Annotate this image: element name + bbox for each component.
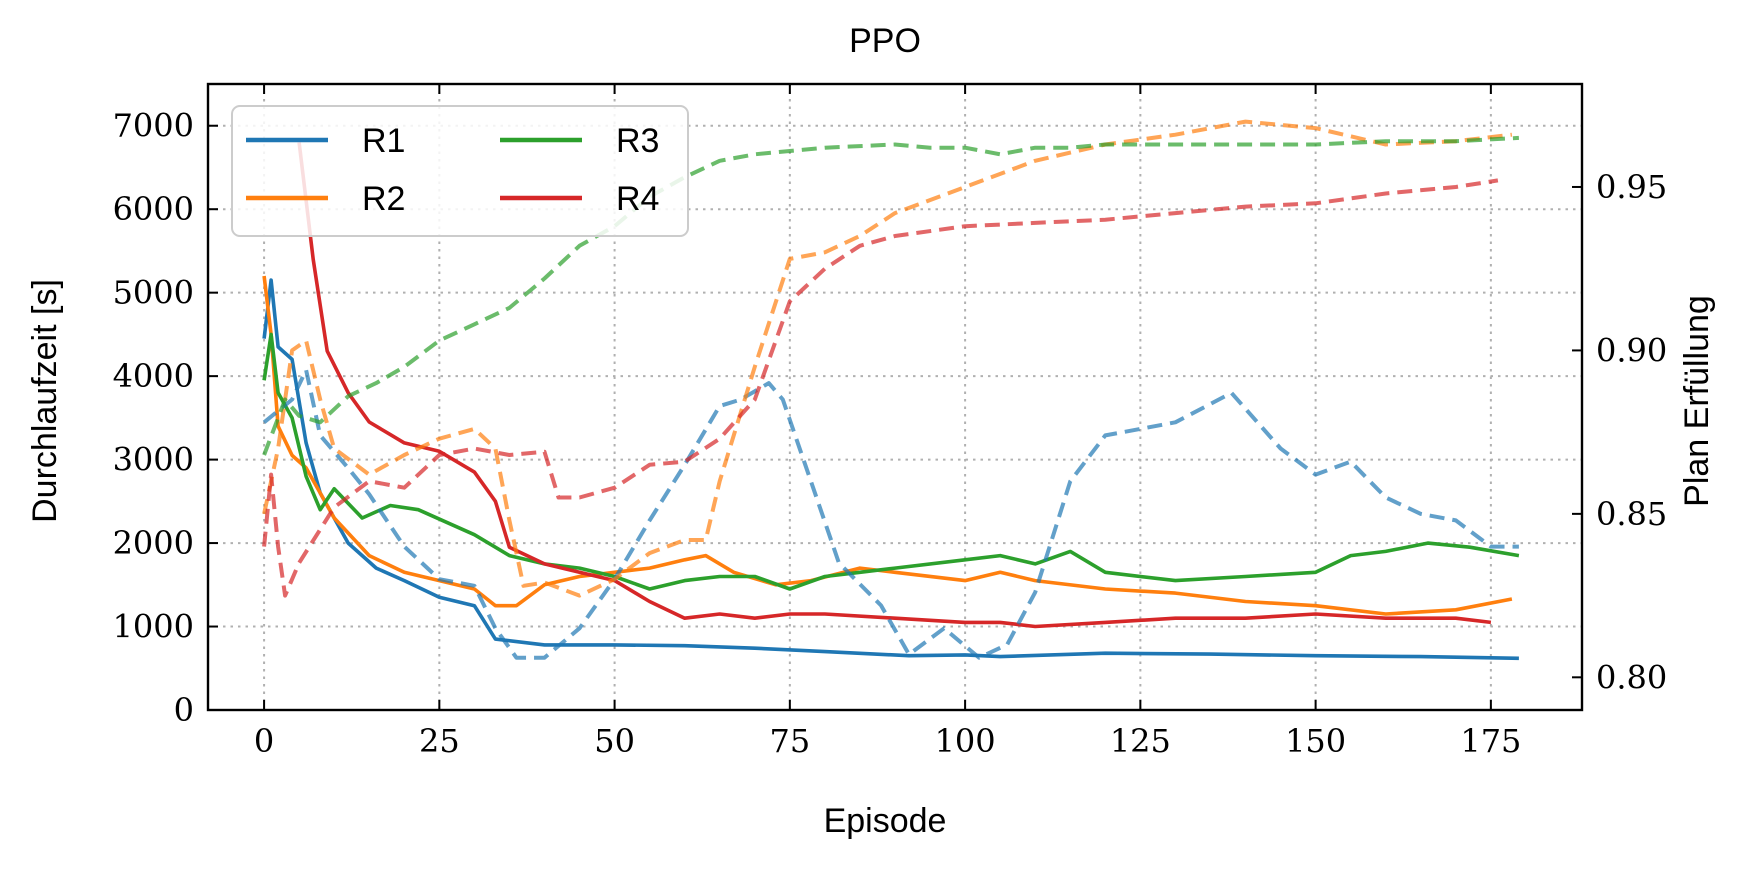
legend-label-r1: R1 (362, 122, 405, 160)
series-line-r4-solid (297, 142, 1492, 629)
x-tick-label: 0 (254, 722, 274, 760)
y-tick-label-right: 0.90 (1596, 331, 1667, 369)
legend-label-r2: R2 (362, 180, 405, 218)
y-tick-label-right: 0.80 (1596, 658, 1667, 696)
x-tick-label: 50 (594, 722, 635, 760)
series-line-r1-solid (262, 278, 1519, 661)
series-line-r3-dashed (262, 135, 1520, 456)
y-tick-label-left: 2000 (113, 524, 194, 562)
y-tick-label-left: 6000 (113, 190, 194, 228)
y-axis-label-left: Durchlaufzeit [s] (26, 279, 64, 523)
y-tick-label-left: 3000 (113, 441, 194, 479)
y-tick-label-left: 0 (174, 691, 194, 729)
legend-label-r4: R4 (616, 180, 659, 218)
axes: 0 25 50 75 100 125 150 175 0 1000 2000 3000 4000 5000… (113, 82, 1667, 760)
x-tick-label: 75 (769, 722, 810, 760)
series-layer (262, 119, 1520, 661)
series-line-r3-solid (262, 332, 1520, 591)
y-tick-label-left: 4000 (113, 357, 194, 395)
x-tick-label: 25 (419, 722, 460, 760)
y-tick-label-left: 7000 (113, 107, 194, 145)
x-tick-label: 175 (1460, 722, 1521, 760)
y-tick-label-left: 1000 (113, 608, 194, 646)
series-line-r2-dashed (262, 119, 1513, 598)
series-line-r2-solid (262, 275, 1513, 616)
x-tick-label: 100 (935, 722, 996, 760)
y-tick-label-right: 0.95 (1596, 168, 1667, 206)
y-axis-label-right: Plan Erfüllung (1678, 295, 1716, 507)
series-line-r4-dashed (262, 178, 1499, 598)
x-axis-label: Episode (824, 802, 947, 840)
legend-label-r3: R3 (616, 122, 659, 160)
y-tick-label-right: 0.85 (1596, 495, 1667, 533)
chart-title: PPO (849, 22, 921, 60)
x-tick-label: 150 (1285, 722, 1346, 760)
series-line-r1-dashed (262, 368, 1519, 660)
x-tick-label: 125 (1110, 722, 1171, 760)
plot-frame (206, 82, 1584, 712)
legend: R1 R2 R3 R4 (231, 105, 689, 237)
y-tick-label-left: 5000 (113, 274, 194, 312)
